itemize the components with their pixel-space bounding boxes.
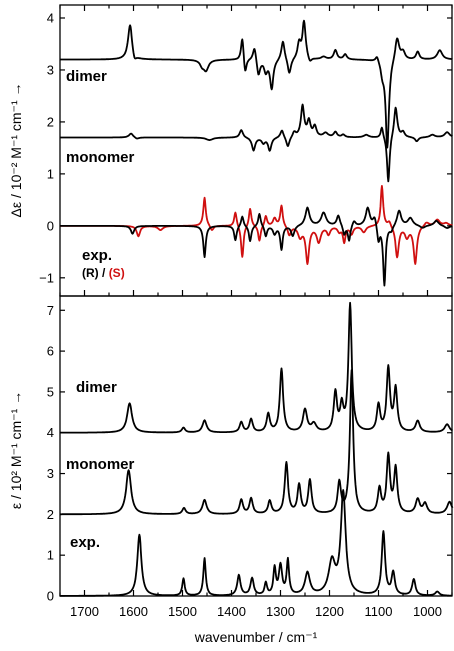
top-annotation-dimer: dimer (66, 68, 107, 85)
top-y-tick-label: 3 (47, 62, 54, 77)
top-annotation-exp: exp. (82, 247, 112, 264)
axes-ticks: −1 0 1 2 3 4 0 1 2 3 4 5 6 7 1700 1600 1500 1400 1300 1200 1… (39, 5, 453, 619)
bottom-y-tick-label: 2 (47, 507, 54, 522)
legend-s-label: (S) (109, 266, 125, 280)
top-y-axis-label: Δε / 10⁻² M⁻¹ cm⁻¹ → (8, 83, 24, 218)
bottom-y-tick-label: 5 (47, 384, 54, 399)
bottom-y-tick-label: 3 (47, 466, 54, 481)
legend-line: (R) / (S) (82, 266, 125, 280)
top-y-tick-label: 2 (47, 114, 54, 129)
top-y-tick-label: 1 (47, 166, 54, 181)
x-tick-label: 1000 (413, 604, 442, 619)
series-line-dimer-vcd (59, 19, 453, 149)
top-y-tick-label: 4 (47, 10, 54, 25)
bottom-plot-frame (59, 295, 453, 597)
bottom-y-tick-label: 4 (47, 425, 54, 440)
series-line-monomer-ir (59, 369, 454, 516)
series-line-monomer-vcd (59, 103, 453, 183)
bottom-y-axis-label: ε / 10² M⁻¹ cm⁻¹ → (8, 391, 24, 509)
x-tick-label: 1500 (168, 604, 197, 619)
top-panel-curves (59, 19, 453, 287)
top-annotation-monomer: monomer (66, 149, 135, 166)
top-y-tick-label: 0 (47, 218, 54, 233)
bottom-panel-curves (59, 301, 454, 597)
bottom-annotation-monomer: monomer (66, 456, 135, 473)
x-tick-label: 1100 (365, 604, 393, 619)
bottom-annotation-exp: exp. (70, 534, 100, 551)
x-tick-label: 1600 (119, 604, 148, 619)
top-y-tick-label: −1 (39, 270, 54, 285)
bottom-y-tick-label: 0 (47, 589, 54, 604)
x-tick-label: 1300 (266, 604, 295, 619)
x-tick-label: 1400 (217, 604, 246, 619)
series-line-dimer-ir (59, 301, 453, 434)
bottom-annotation-dimer: dimer (76, 379, 117, 396)
legend-r-label: (R) (82, 266, 99, 280)
x-axis-label: wavenumber / cm⁻¹ (194, 629, 318, 645)
x-tick-label: 1700 (70, 604, 99, 619)
series-line-exp-ir (59, 489, 453, 597)
legend-separator: / (99, 266, 109, 280)
bottom-y-tick-label: 7 (47, 303, 54, 318)
x-tick-label: 1200 (315, 604, 344, 619)
bottom-y-tick-label: 1 (47, 548, 54, 563)
bottom-y-tick-label: 6 (47, 344, 54, 359)
series-line-exp-R (59, 206, 453, 287)
